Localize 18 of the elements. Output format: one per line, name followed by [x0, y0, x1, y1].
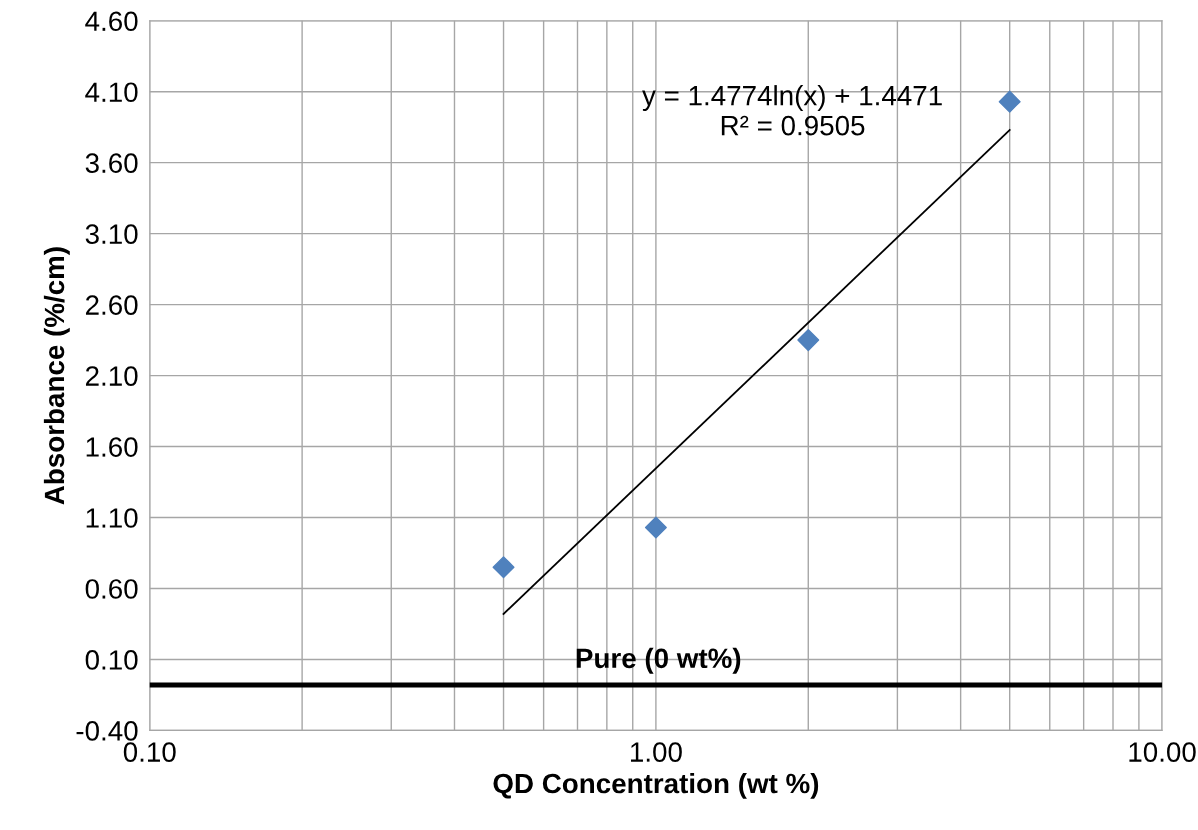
y-tick-label: 1.60 — [86, 437, 138, 457]
y-tick-label: 3.10 — [85, 224, 138, 244]
y-tick-label: 2.10 — [85, 366, 138, 386]
annotation: y = 1.4774ln(x) + 1.4471 R² = 0.9505 — [642, 85, 942, 136]
x-tick-label: 10.00 — [1129, 742, 1196, 762]
x-tick-label: 0.10 — [123, 742, 176, 762]
y-axis-title: Absorbance (%/cm) — [43, 247, 70, 505]
y-tick-label: 0.10 — [85, 650, 138, 670]
y-tick-label: 4.60 — [85, 11, 138, 32]
x-tick-label: 1.00 — [630, 742, 682, 762]
y-tick-label: 4.10 — [85, 82, 138, 103]
y-tick-label: 3.60 — [85, 153, 138, 174]
y-tick-label: 2.60 — [85, 295, 138, 315]
x-axis-title: QD Concentration (wt %) — [493, 772, 819, 799]
y-tick-label: 0.60 — [85, 579, 138, 599]
ref-line-label: Pure (0 wt%) — [576, 647, 741, 674]
y-tick-label: -0.40 — [76, 721, 138, 741]
y-tick-label: 1.10 — [86, 508, 138, 528]
